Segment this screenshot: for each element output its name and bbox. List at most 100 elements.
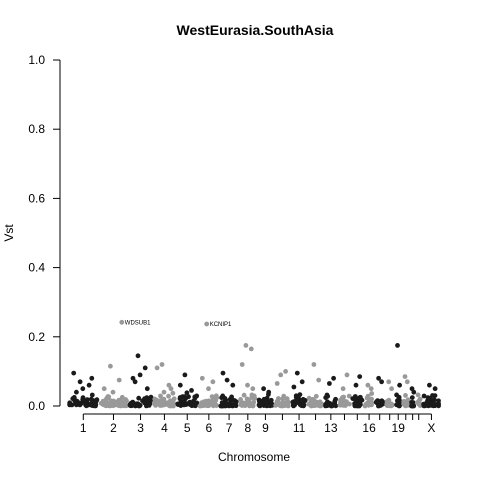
data-point — [171, 396, 177, 402]
data-point — [70, 396, 76, 402]
data-point — [431, 400, 436, 406]
data-point — [369, 391, 375, 396]
data-point — [283, 369, 288, 374]
data-point — [245, 382, 250, 388]
data-point — [122, 400, 127, 406]
data-point — [71, 370, 77, 376]
data-point — [154, 365, 160, 371]
data-point — [415, 392, 421, 398]
data-point — [89, 392, 95, 398]
data-point — [404, 379, 410, 385]
data-point — [358, 402, 363, 407]
chart-title: WestEurasia.SouthAsia — [177, 22, 334, 38]
data-point — [144, 386, 150, 392]
data-point — [86, 382, 92, 388]
data-point — [181, 402, 187, 408]
data-point — [116, 377, 122, 383]
data-point — [189, 388, 194, 393]
data-point — [397, 382, 402, 388]
data-point — [276, 400, 281, 406]
x-tick-label: 1 — [80, 421, 87, 435]
data-point — [74, 389, 79, 395]
x-tick-label: 19 — [392, 421, 406, 435]
data-point — [239, 362, 245, 367]
data-point — [77, 402, 83, 408]
data-point — [300, 402, 306, 408]
gene-annotation: KCNIP1 — [210, 322, 232, 328]
data-point — [389, 402, 395, 408]
data-point — [241, 392, 247, 398]
data-point — [308, 403, 314, 409]
data-point — [291, 384, 297, 390]
data-point — [279, 402, 285, 408]
data-point — [436, 401, 441, 406]
y-tick-label: 0.6 — [28, 191, 45, 205]
x-tick-label: 5 — [184, 421, 191, 435]
gene-annotation: WDSUB1 — [125, 320, 151, 326]
data-point — [108, 363, 113, 369]
data-point — [106, 394, 112, 400]
data-point — [368, 386, 374, 392]
data-point — [338, 397, 343, 403]
data-point — [317, 403, 323, 408]
data-point — [158, 393, 163, 399]
data-point — [80, 386, 86, 392]
data-point — [84, 397, 90, 402]
data-point — [170, 390, 176, 396]
data-point — [192, 400, 198, 406]
data-point — [425, 401, 431, 407]
data-point — [177, 382, 183, 388]
data-point — [313, 393, 319, 399]
data-point — [353, 382, 359, 388]
data-point — [167, 400, 173, 406]
x-tick-label: 16 — [362, 421, 376, 435]
data-point — [331, 375, 336, 381]
data-point — [264, 400, 270, 405]
data-point — [132, 379, 138, 385]
data-point — [264, 403, 270, 409]
data-point — [110, 403, 116, 409]
data-point — [210, 379, 216, 385]
data-point — [119, 394, 125, 400]
data-point — [384, 399, 390, 405]
data-point — [128, 400, 134, 406]
data-point — [352, 394, 358, 399]
data-point — [230, 402, 236, 408]
x-tick-label: 11 — [293, 421, 306, 435]
data-point — [380, 400, 385, 405]
data-point — [312, 403, 318, 408]
data-point — [206, 386, 211, 392]
data-point — [344, 372, 350, 378]
x-tick-label: X — [427, 421, 435, 435]
data-point — [111, 398, 116, 404]
data-point — [209, 394, 215, 399]
data-point — [395, 343, 400, 348]
x-axis: 1 2 3 4 5 6 7 8 9 11 13 16 19 X — [80, 413, 435, 435]
data-point — [344, 399, 349, 404]
data-point — [427, 395, 432, 401]
data-point — [294, 370, 300, 376]
points-layer — [67, 319, 441, 409]
data-point — [389, 386, 394, 392]
data-point — [238, 397, 244, 402]
data-point — [220, 370, 226, 376]
data-point — [85, 402, 91, 408]
data-point — [135, 353, 141, 359]
data-point — [266, 389, 272, 395]
data-point — [204, 321, 210, 327]
data-point — [396, 397, 402, 403]
y-tick-label: 0.8 — [28, 122, 45, 136]
data-point — [119, 319, 125, 325]
data-point — [208, 401, 214, 407]
data-point — [220, 400, 226, 406]
data-point — [432, 393, 438, 398]
data-point — [396, 403, 402, 408]
data-point — [394, 392, 399, 398]
data-point — [213, 393, 219, 399]
data-point — [136, 395, 142, 401]
data-point — [142, 365, 148, 371]
data-point — [249, 403, 255, 408]
data-point — [365, 393, 371, 399]
data-point — [251, 395, 257, 401]
data-point — [330, 402, 336, 408]
